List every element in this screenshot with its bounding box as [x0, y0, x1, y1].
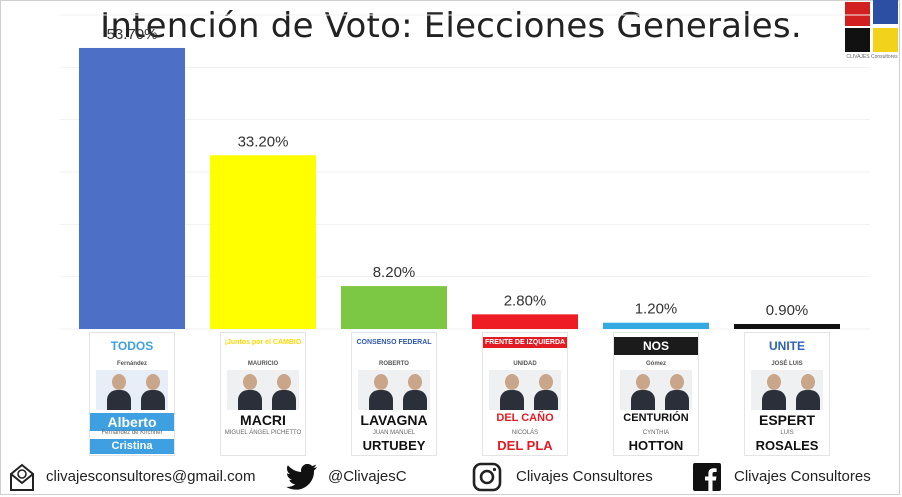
ballot-photo-4	[489, 370, 561, 410]
logo-square-yellow	[873, 28, 898, 52]
bar-4	[472, 314, 578, 329]
bar-6	[734, 324, 840, 329]
ballot-name-primary-1: Alberto	[90, 413, 174, 431]
logo-caption: CLIVAJES Consultores	[846, 54, 898, 60]
footer-instagram-text: Clivajes Consultores	[516, 468, 653, 485]
chart-title: Intención de Voto: Elecciones Generales.	[100, 6, 802, 46]
ballot-card-3: CONSENSO FEDERAL ROBERTO LAVAGNA JUAN MANUE…	[351, 332, 437, 456]
ballot-name-primary-6: ESPERT	[758, 412, 815, 428]
ballot-photo-5	[620, 370, 692, 410]
mail-icon	[10, 463, 34, 491]
ballot-subtitle-6: LUIS	[780, 430, 794, 436]
bar-value-label-1: 53.70%	[107, 26, 158, 43]
bar-5	[603, 322, 709, 329]
twitter-icon	[286, 463, 317, 490]
ballot-name-primary-4: DEL CAÑO	[496, 412, 554, 424]
bar-value-label-2: 33.20%	[238, 133, 289, 150]
bar-chart: 53.70% 33.20% 8.20% 2.80% 1.20% 0.90%	[60, 14, 870, 330]
ballot-name-primary-5: CENTURIÓN	[623, 412, 689, 424]
ballot-name-primary-3: LAVAGNA	[360, 412, 428, 428]
ballot-top-line-6: JOSÉ LUIS	[771, 361, 803, 367]
bar-3	[341, 286, 447, 329]
footer-instagram[interactable]: Clivajes Consultores	[472, 458, 653, 495]
ballot-name-secondary-3: URTUBEY	[362, 438, 426, 453]
logo-square-red	[845, 2, 870, 26]
ballot-party-2: ¡Juntos por el CAMBIO	[224, 339, 302, 346]
footer: clivajesconsultores@gmail.com @ClivajesC…	[0, 458, 902, 495]
instagram-icon	[472, 462, 502, 491]
ballot-top-line-3: ROBERTO	[379, 361, 409, 367]
ballot-top-line-1: Fernández	[116, 361, 147, 367]
ballot-name-secondary-6: ROSALES	[755, 438, 819, 453]
footer-twitter[interactable]: @ClivajesC	[286, 458, 407, 495]
ballot-subtitle-1: Fernández de Kirchner	[101, 430, 163, 436]
ballot-card-2: ¡Juntos por el CAMBIO MAURICIO MACRI MIGUEL…	[220, 332, 306, 456]
ballot-party-1: TODOS	[110, 339, 154, 353]
bar-value-label-4: 2.80%	[504, 292, 547, 309]
clivajes-logo	[843, 0, 901, 56]
ballot-top-line-5: Gómez	[645, 361, 666, 367]
bar-value-label-3: 8.20%	[373, 264, 416, 281]
ballot-subtitle-3: JUAN MANUEL	[372, 430, 416, 436]
footer-email[interactable]: clivajesconsultores@gmail.com	[8, 458, 255, 495]
bar-1	[79, 47, 185, 329]
footer-twitter-text: @ClivajesC	[328, 468, 407, 485]
ballot-name-secondary-5: HOTTON	[628, 438, 684, 453]
ballot-card-1: TODOS Fernández Alberto Fernández de Kirchn…	[89, 332, 175, 456]
ballot-top-line-4: UNIDAD	[513, 361, 537, 367]
ballot-photo-6	[751, 370, 823, 410]
ballot-top-line-2: MAURICIO	[247, 361, 279, 367]
ballot-card-4: FRENTE DE IZQUIERDA UNIDAD DEL CAÑO NICOLÁS…	[482, 332, 568, 456]
ballot-party-6: UNITE	[769, 339, 805, 353]
ballot-name-secondary-1: Cristina	[90, 439, 174, 454]
ballot-subtitle-4: NICOLÁS	[511, 430, 539, 436]
ballot-subtitle-2: MIGUEL ÁNGEL PICHETTO	[224, 430, 302, 436]
ballot-party-4: FRENTE DE IZQUIERDA	[483, 337, 567, 348]
ballot-photo-1	[96, 370, 168, 410]
bar-2	[210, 155, 316, 329]
bar-value-label-5: 1.20%	[635, 301, 678, 318]
footer-email-text: clivajesconsultores@gmail.com	[46, 468, 256, 485]
ballot-card-6: UNITE JOSÉ LUIS ESPERT LUIS ROSALES	[744, 332, 830, 456]
ballot-name-secondary-4: DEL PLA	[497, 438, 553, 453]
ballot-party-5: NOS	[614, 337, 698, 355]
footer-facebook[interactable]: Clivajes Consultores	[692, 458, 871, 495]
ballot-name-primary-2: MACRI	[240, 412, 286, 428]
bar-value-label-6: 0.90%	[766, 302, 809, 319]
facebook-icon	[693, 462, 721, 491]
logo-square-blue	[873, 0, 898, 24]
ballot-photo-3	[358, 370, 430, 410]
ballot-party-3: CONSENSO FEDERAL	[356, 339, 432, 346]
ballot-card-5: NOS Gómez CENTURIÓN CYNTHIA HOTTON	[613, 332, 699, 456]
logo-square-black	[845, 28, 870, 52]
footer-facebook-text: Clivajes Consultores	[734, 468, 871, 485]
ballot-photo-2	[227, 370, 299, 410]
ballot-subtitle-5: CYNTHIA	[642, 430, 670, 436]
